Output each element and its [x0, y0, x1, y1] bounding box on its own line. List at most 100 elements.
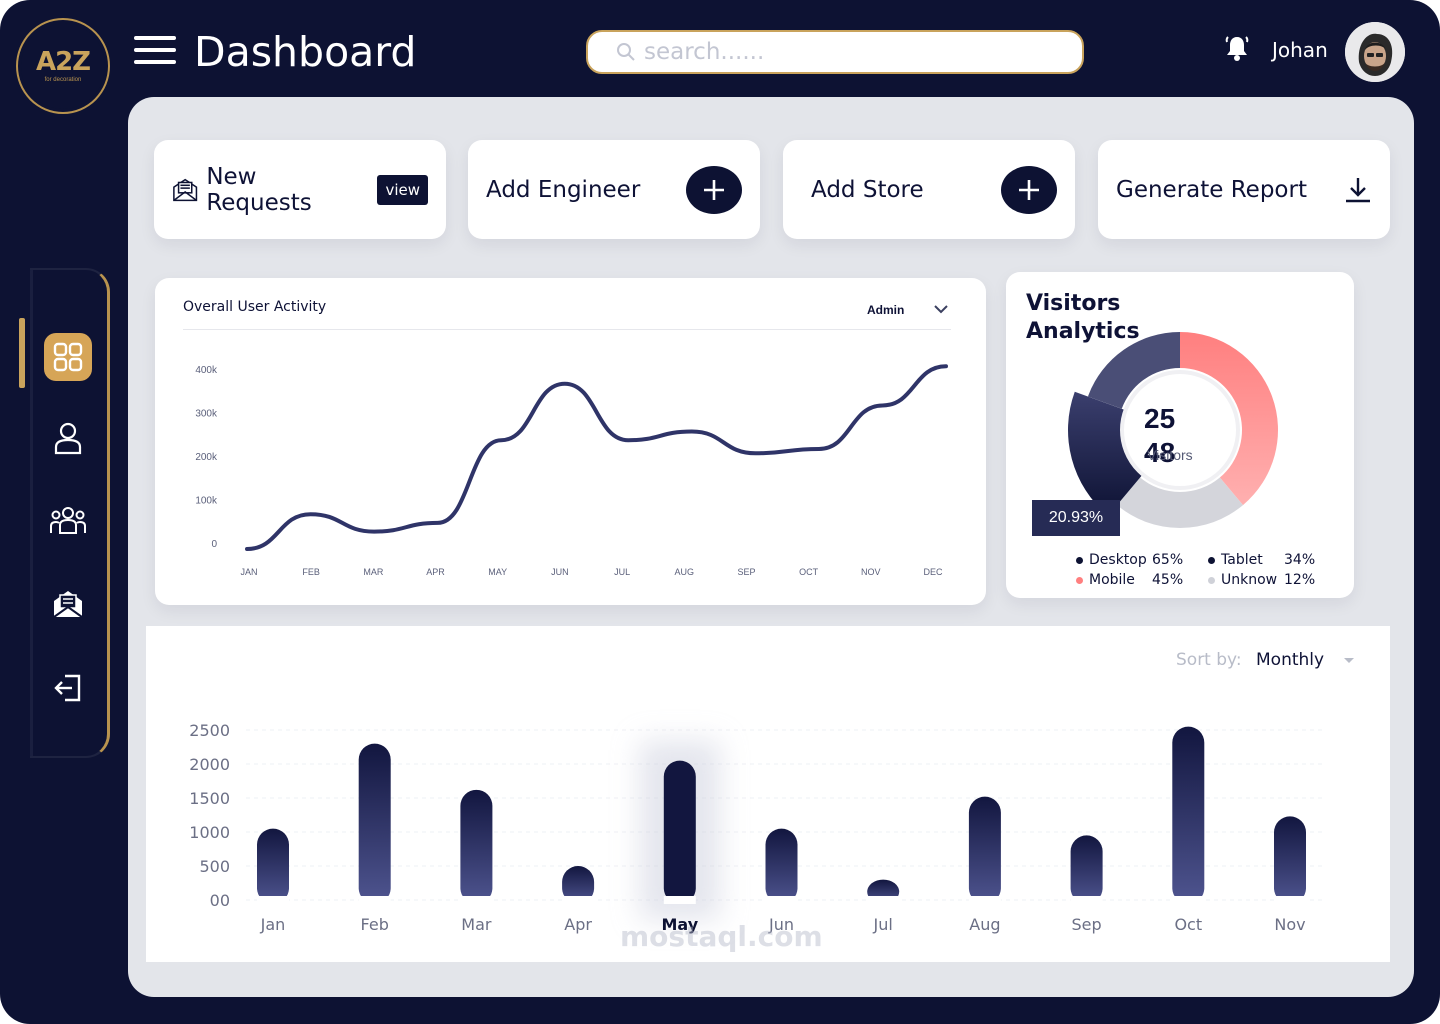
view-button[interactable]: view: [377, 174, 428, 205]
user-activity-card: Overall User Activity Admin 400k 300k 200k…: [155, 278, 986, 605]
chevron-down-icon: [933, 305, 948, 314]
donut-slice-mobile: [1180, 332, 1278, 506]
legend-value: 34%: [1284, 552, 1316, 568]
generate-report-label: Generate Report: [1116, 176, 1307, 203]
visitors-donut-chart: [1068, 332, 1278, 528]
sidebar-item-profile[interactable]: [44, 414, 92, 462]
donut-slice-unknow: [1117, 477, 1243, 528]
visitors-center-line2: 48: [1144, 437, 1176, 468]
brand-logo[interactable]: A2Z for decoration: [16, 18, 110, 114]
bar[interactable]: [460, 789, 493, 904]
y-tick-label: 400k: [195, 365, 218, 376]
search-input[interactable]: [644, 39, 1044, 65]
legend-dot: [1076, 576, 1083, 584]
legend-item: Tablet: [1208, 552, 1263, 568]
bar-base-mask: [562, 896, 595, 904]
add-engineer-card[interactable]: Add Engineer: [468, 140, 760, 239]
visitors-center-label: Visitors: [1147, 447, 1193, 463]
sort-select[interactable]: Monthly: [1256, 650, 1355, 670]
notification-bell-icon[interactable]: [1224, 34, 1250, 62]
activity-filter-value: Admin: [867, 303, 905, 317]
x-tick-label: Nov: [1274, 915, 1305, 934]
add-store-button[interactable]: [1001, 165, 1057, 214]
grid-icon: [53, 342, 83, 372]
y-tick-label: 1500: [189, 789, 230, 808]
legend-label: Desktop: [1089, 552, 1147, 568]
logout-icon: [54, 674, 81, 702]
legend-label: Mobile: [1089, 572, 1135, 588]
y-tick-label: 300k: [195, 409, 218, 420]
activity-title: Overall User Activity: [183, 299, 327, 315]
user-name[interactable]: Johan: [1272, 38, 1328, 62]
sidebar-item-dashboard[interactable]: [44, 333, 92, 381]
bar[interactable]: [765, 828, 798, 904]
x-tick-label: AUG: [675, 567, 695, 577]
bar-base-mask: [765, 896, 798, 904]
x-tick-label: JAN: [240, 567, 257, 577]
bar[interactable]: [562, 866, 595, 904]
donut-slice-tablet: [1087, 332, 1180, 409]
sort-label: Sort by:: [1176, 650, 1242, 670]
search-icon: [617, 43, 635, 61]
watermark: mostaql.com: [620, 920, 823, 953]
new-requests-card[interactable]: New Requests view: [154, 140, 446, 239]
user-activity-line-chart: 400k 300k 200k 100k 0 JAN FEB MAR APR MAY JUN JUL AU…: [195, 364, 948, 577]
donut-hole: [1120, 370, 1240, 490]
x-tick-label: May: [661, 915, 698, 934]
legend-value: 12%: [1284, 572, 1316, 588]
add-engineer-button[interactable]: [686, 165, 742, 214]
y-tick-label: 2500: [189, 721, 230, 740]
x-tick-label: JUL: [614, 567, 630, 577]
x-tick-label: SEP: [737, 567, 755, 577]
y-tick-label: 2000: [189, 755, 230, 774]
x-tick-label: MAY: [488, 567, 507, 577]
logo-subtext: for decoration: [44, 77, 82, 83]
search-bar[interactable]: [586, 30, 1084, 74]
sidebar-item-team[interactable]: [44, 496, 92, 544]
y-tick-label: 1000: [189, 823, 230, 842]
plus-icon: [704, 179, 724, 200]
bar[interactable]: [663, 760, 696, 904]
generate-report-card[interactable]: Generate Report: [1098, 140, 1390, 239]
download-icon[interactable]: [1344, 176, 1372, 204]
sidebar-item-messages[interactable]: [44, 580, 92, 628]
activity-filter-select[interactable]: Admin: [867, 303, 948, 317]
bar[interactable]: [1172, 726, 1205, 904]
y-tick-label: 00: [210, 891, 230, 910]
legend-item: Unknow: [1208, 572, 1277, 588]
x-tick-label: Feb: [361, 915, 389, 934]
bar[interactable]: [1274, 816, 1306, 904]
visitors-center-line1: 25: [1144, 403, 1176, 434]
y-tick-label: 0: [211, 539, 217, 550]
users-group-icon: [50, 507, 86, 534]
legend-value: 45%: [1152, 572, 1184, 588]
x-tick-label: JUN: [551, 567, 569, 577]
page-title: Dashboard: [194, 28, 417, 76]
bar[interactable]: [358, 743, 391, 904]
user-avatar[interactable]: [1345, 22, 1405, 82]
bar-base-mask: [257, 896, 289, 904]
add-store-card[interactable]: Add Store: [783, 140, 1075, 239]
monthly-bar-card: Sort by: Monthly 2500 2000 1500 1000 500 00 Ja…: [146, 626, 1390, 962]
monthly-bar-chart: 2500 2000 1500 1000 500 00 Jan Feb Mar Apr May Jun J…: [189, 721, 1326, 934]
hamburger-menu-icon[interactable]: [134, 36, 176, 68]
visitors-center-value: 25 48: [1126, 402, 1175, 470]
sidebar-item-logout[interactable]: [44, 664, 92, 712]
bar-base-mask: [1172, 896, 1205, 904]
bar-base-mask: [460, 896, 493, 904]
y-tick-label: 200k: [195, 452, 218, 463]
visitors-title: Visitors Analytics: [1026, 291, 1140, 344]
x-tick-label: Apr: [564, 915, 592, 934]
legend-item: Desktop: [1076, 552, 1147, 568]
activity-series-line: [245, 364, 948, 551]
bar[interactable]: [257, 828, 289, 904]
x-tick-label: Aug: [969, 915, 1000, 934]
x-tick-label: MAR: [363, 567, 384, 577]
mail-open-icon: [53, 591, 83, 618]
x-tick-label: FEB: [302, 567, 320, 577]
bar[interactable]: [968, 796, 1001, 904]
visitors-analytics-card: Visitors Analytics 25 48 Visitors 20.93%…: [1006, 272, 1354, 598]
x-tick-label: NOV: [861, 567, 881, 577]
bar[interactable]: [1070, 835, 1103, 904]
